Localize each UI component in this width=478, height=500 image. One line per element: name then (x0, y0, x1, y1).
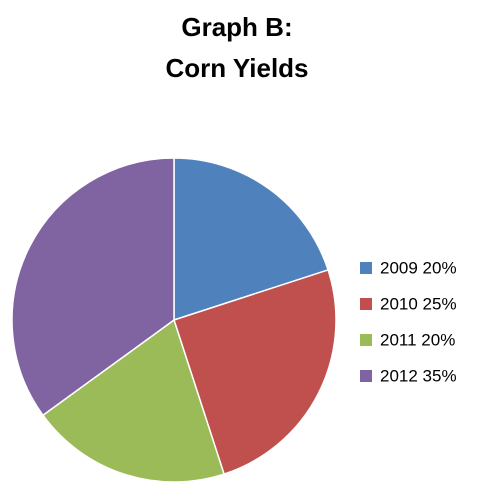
chart-title-line-1: Graph B: (181, 12, 292, 42)
legend-label-2012: 2012 35% (380, 367, 457, 386)
legend-label-2011: 2011 20% (380, 331, 455, 350)
pie-slice-2011 (42, 319, 225, 483)
chart-title-line-2: Corn Yields (165, 53, 308, 83)
pie-slice-2010 (173, 269, 337, 475)
legend-swatch-2009 (360, 262, 372, 274)
legend-swatch-2012 (360, 370, 372, 382)
pie-slice-2012 (11, 157, 175, 416)
legend-label-2010: 2010 25% (380, 295, 457, 314)
pie-slices (11, 157, 337, 483)
legend-swatch-2010 (360, 298, 372, 310)
pie-slice-2009 (173, 157, 329, 321)
legend: 2009 20% 2010 25% 2011 20% 2012 35% (360, 259, 457, 386)
legend-swatch-2011 (360, 334, 372, 346)
legend-label-2009: 2009 20% (380, 259, 457, 278)
